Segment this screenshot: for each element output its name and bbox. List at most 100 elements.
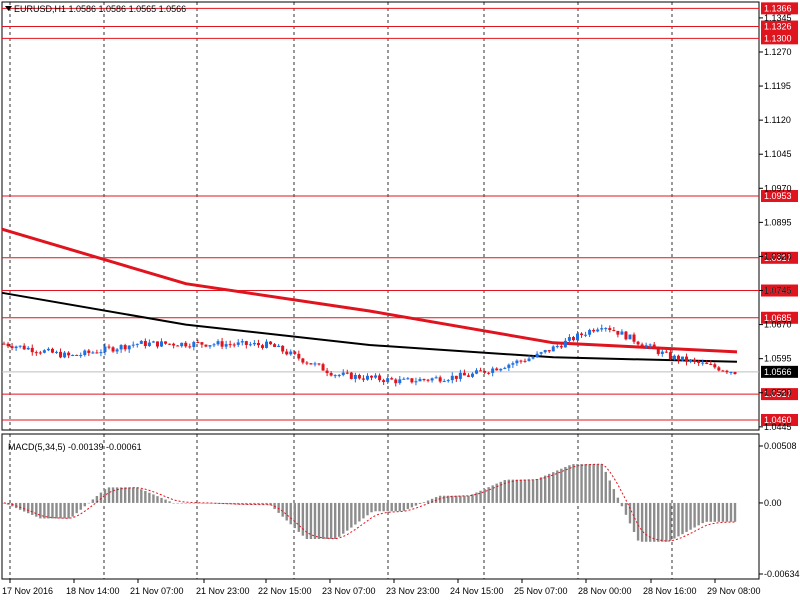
candle-body: [648, 344, 652, 346]
macd-bar: [184, 502, 187, 504]
macd-bar: [568, 465, 571, 503]
candle-body: [176, 345, 180, 347]
macd-bar: [257, 502, 260, 505]
macd-bar: [346, 502, 349, 531]
macd-bar: [43, 502, 46, 519]
candle-body: [38, 352, 42, 354]
candle-body: [495, 368, 499, 371]
macd-bar: [261, 502, 264, 505]
macd-bar: [111, 487, 115, 503]
moving-average-line: [1, 291, 738, 363]
macd-bar: [249, 502, 252, 505]
macd-tick-label: -0.00634: [764, 569, 800, 579]
macd-bar: [67, 502, 70, 519]
candle-body: [196, 342, 200, 344]
menu-triangle[interactable]: [5, 6, 12, 11]
level-tag: [761, 414, 798, 427]
candle-body: [10, 346, 14, 349]
candle-body: [42, 350, 46, 353]
macd-bar: [305, 502, 309, 540]
candle-body: [180, 342, 184, 347]
candle-body: [111, 347, 115, 352]
macd-bar: [729, 502, 733, 522]
macd-bar: [725, 502, 729, 522]
candle-body: [725, 370, 729, 373]
macd-bar: [350, 502, 353, 528]
candle-body: [34, 352, 38, 354]
macd-bar: [507, 479, 511, 503]
candle-body: [107, 346, 111, 348]
candle-body: [693, 359, 697, 362]
candle-body: [571, 337, 575, 341]
macd-bar: [556, 470, 559, 503]
candle-body: [208, 345, 212, 347]
candle-body: [188, 346, 192, 348]
macd-bar: [604, 471, 607, 503]
candle-body: [297, 353, 301, 359]
macd-bar: [584, 464, 587, 503]
macd-bar: [59, 502, 62, 519]
level-tag-label: 1.0685: [764, 313, 792, 323]
candle-body: [329, 373, 333, 376]
level-tag: [761, 2, 798, 15]
candle-body: [527, 358, 531, 362]
triangle-down-icon[interactable]: [5, 6, 12, 11]
price-tick-label: 1.1195: [764, 81, 791, 91]
macd-bar: [188, 502, 191, 504]
level-tag: [761, 311, 798, 324]
candle-body: [414, 381, 418, 383]
candle-body: [293, 351, 297, 354]
macd-bar: [172, 502, 175, 504]
macd-bar: [511, 479, 515, 503]
level-tag-label: 1.0817: [764, 253, 792, 263]
candle-body: [410, 378, 414, 383]
macd-bar: [99, 492, 103, 503]
candle-body: [123, 345, 127, 350]
candle-body: [656, 348, 660, 354]
macd-bar: [358, 502, 361, 522]
candle-body: [26, 347, 30, 350]
macd-bar: [608, 480, 612, 503]
candle-body: [361, 378, 365, 380]
candle-body: [220, 341, 224, 347]
candle-body: [30, 347, 34, 353]
candle-body: [147, 342, 151, 347]
macd-bar: [47, 502, 50, 519]
candle-body: [547, 350, 551, 352]
candle-body: [539, 352, 543, 354]
candle-body: [612, 330, 616, 332]
candle-body: [260, 345, 264, 348]
macd-bar: [632, 502, 636, 532]
candle-body: [305, 362, 309, 364]
price-tick-label: 1.0670: [764, 320, 792, 330]
macd-bar: [560, 468, 563, 503]
candle-body: [620, 331, 624, 335]
candle-body: [636, 341, 640, 345]
macd-bar: [479, 490, 482, 503]
macd-bar: [333, 502, 337, 540]
price-tick-label: 1.1045: [764, 149, 792, 159]
time-axis-labels: 17 Nov 2016 18 Nov 14:00 21 Nov 07:00 21 No…: [2, 579, 761, 596]
macd-bar: [123, 487, 127, 503]
macd-signal-line: [3, 463, 736, 542]
macd-bar: [669, 502, 672, 541]
candle-body: [273, 344, 277, 347]
level-tag: [761, 251, 798, 264]
candle-body: [628, 334, 632, 340]
candle-body: [95, 352, 99, 354]
candle-body: [458, 372, 462, 379]
macd-bar: [317, 502, 321, 540]
candle-body: [551, 346, 555, 352]
candle-body: [135, 343, 139, 345]
macd-bar: [22, 502, 26, 512]
macd-bar: [398, 502, 401, 512]
candle-body: [487, 372, 491, 374]
price-pane[interactable]: [1, 1, 760, 431]
time-tick-label: 25 Nov 07:00: [514, 586, 568, 596]
macd-bar: [673, 502, 676, 539]
candle-body: [277, 345, 281, 347]
time-tick-label: 23 Nov 07:00: [322, 586, 376, 596]
candle-body: [83, 350, 87, 356]
